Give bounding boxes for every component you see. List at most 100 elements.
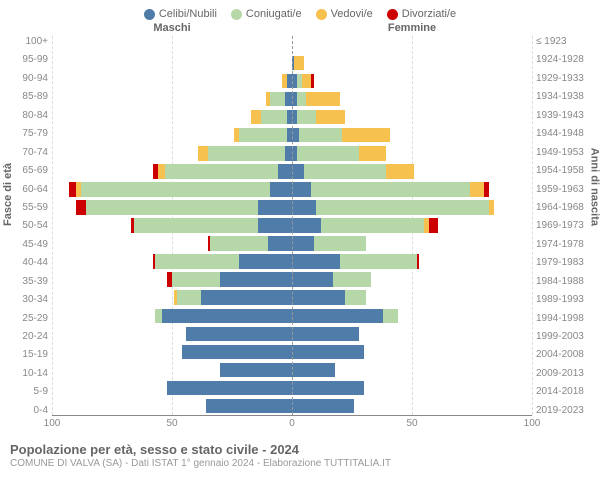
bar-segment <box>292 218 321 232</box>
bar-segment <box>251 110 261 124</box>
bar-row <box>292 180 532 198</box>
legend-item: Divorziati/e <box>387 8 456 20</box>
bar-segment <box>340 254 417 268</box>
year-tick: 1944-1948 <box>536 128 590 139</box>
bar-row <box>52 144 292 162</box>
year-tick: 2019-2023 <box>536 405 590 416</box>
bar-segment <box>278 164 292 178</box>
bar-segment <box>299 128 342 142</box>
age-tick: 0-4 <box>10 405 48 416</box>
bar-segment <box>158 164 165 178</box>
year-tick: 1929-1933 <box>536 73 590 84</box>
footer-title: Popolazione per età, sesso e stato civil… <box>10 442 590 457</box>
legend-item: Vedovi/e <box>316 8 373 20</box>
bar-segment <box>292 363 335 377</box>
bar-segment <box>383 309 397 323</box>
bar-segment <box>484 182 489 196</box>
year-tick: 1939-1943 <box>536 110 590 121</box>
bar-segment <box>165 164 278 178</box>
age-tick: 90-94 <box>10 73 48 84</box>
bar-row <box>292 162 532 180</box>
x-axis: 100500 50100 <box>10 418 590 432</box>
bar-row <box>52 126 292 144</box>
bars-female <box>292 36 532 415</box>
bar-segment <box>297 92 307 106</box>
bar-segment <box>258 218 292 232</box>
bar-row <box>52 325 292 343</box>
header-female: Femmine <box>292 22 532 34</box>
header-male: Maschi <box>52 22 292 34</box>
age-tick: 65-69 <box>10 165 48 176</box>
bar-segment <box>285 92 292 106</box>
bar-row <box>292 379 532 397</box>
bar-segment <box>292 290 345 304</box>
bar-segment <box>270 92 284 106</box>
bar-row <box>292 361 532 379</box>
bar-segment <box>198 146 208 160</box>
bar-segment <box>76 200 86 214</box>
bar-segment <box>292 236 314 250</box>
bar-segment <box>177 290 201 304</box>
bar-segment <box>258 200 292 214</box>
bar-segment <box>359 146 385 160</box>
bar-segment <box>292 200 316 214</box>
bar-segment <box>302 74 312 88</box>
year-tick: 1974-1978 <box>536 239 590 250</box>
legend-label: Vedovi/e <box>331 8 373 20</box>
bar-segment <box>186 327 292 341</box>
bar-row <box>52 271 292 289</box>
bar-row <box>292 307 532 325</box>
age-tick: 20-24 <box>10 331 48 342</box>
bar-row <box>292 144 532 162</box>
age-tick: 45-49 <box>10 239 48 250</box>
plot-area: Fasce di età 100+95-9990-9485-8980-8475-… <box>10 36 590 416</box>
year-tick: 1994-1998 <box>536 313 590 324</box>
x-tick: 100 <box>524 418 541 429</box>
bar-segment <box>201 290 292 304</box>
year-tick: 1949-1953 <box>536 147 590 158</box>
bar-segment <box>268 236 292 250</box>
age-tick: 35-39 <box>10 276 48 287</box>
year-tick: 1924-1928 <box>536 54 590 65</box>
x-tick: 100 <box>44 418 61 429</box>
legend-label: Celibi/Nubili <box>159 8 217 20</box>
bar-row <box>52 235 292 253</box>
bar-segment <box>69 182 76 196</box>
center-line <box>292 36 293 415</box>
bar-segment <box>345 290 367 304</box>
bar-row <box>292 36 532 54</box>
age-tick: 55-59 <box>10 202 48 213</box>
bar-segment <box>292 254 340 268</box>
footer-subtitle: COMUNE DI VALVA (SA) - Dati ISTAT 1° gen… <box>10 458 590 469</box>
bar-row <box>52 108 292 126</box>
year-tick: 2004-2008 <box>536 349 590 360</box>
bar-row <box>52 289 292 307</box>
bar-row <box>292 126 532 144</box>
bar-segment <box>429 218 439 232</box>
bar-row <box>52 307 292 325</box>
age-tick: 30-34 <box>10 294 48 305</box>
year-tick: 1969-1973 <box>536 220 590 231</box>
bar-row <box>52 180 292 198</box>
bar-segment <box>333 272 371 286</box>
bar-row <box>52 253 292 271</box>
year-tick: 1979-1983 <box>536 257 590 268</box>
bar-segment <box>321 218 424 232</box>
bar-segment <box>86 200 259 214</box>
bar-segment <box>304 164 386 178</box>
bar-row <box>292 289 532 307</box>
age-tick: 60-64 <box>10 184 48 195</box>
year-tick: 1959-1963 <box>536 184 590 195</box>
bar-segment <box>297 146 359 160</box>
year-tick: 1989-1993 <box>536 294 590 305</box>
bar-segment <box>417 254 419 268</box>
bar-segment <box>386 164 415 178</box>
x-tick: 50 <box>166 418 177 429</box>
column-headers: Maschi Femmine <box>10 22 590 34</box>
bar-segment <box>297 110 316 124</box>
bar-segment <box>292 309 383 323</box>
right-axis-title: Anni di nascita <box>588 148 600 226</box>
bars-male <box>52 36 292 415</box>
bar-segment <box>311 182 469 196</box>
footer: Popolazione per età, sesso e stato civil… <box>10 442 590 469</box>
